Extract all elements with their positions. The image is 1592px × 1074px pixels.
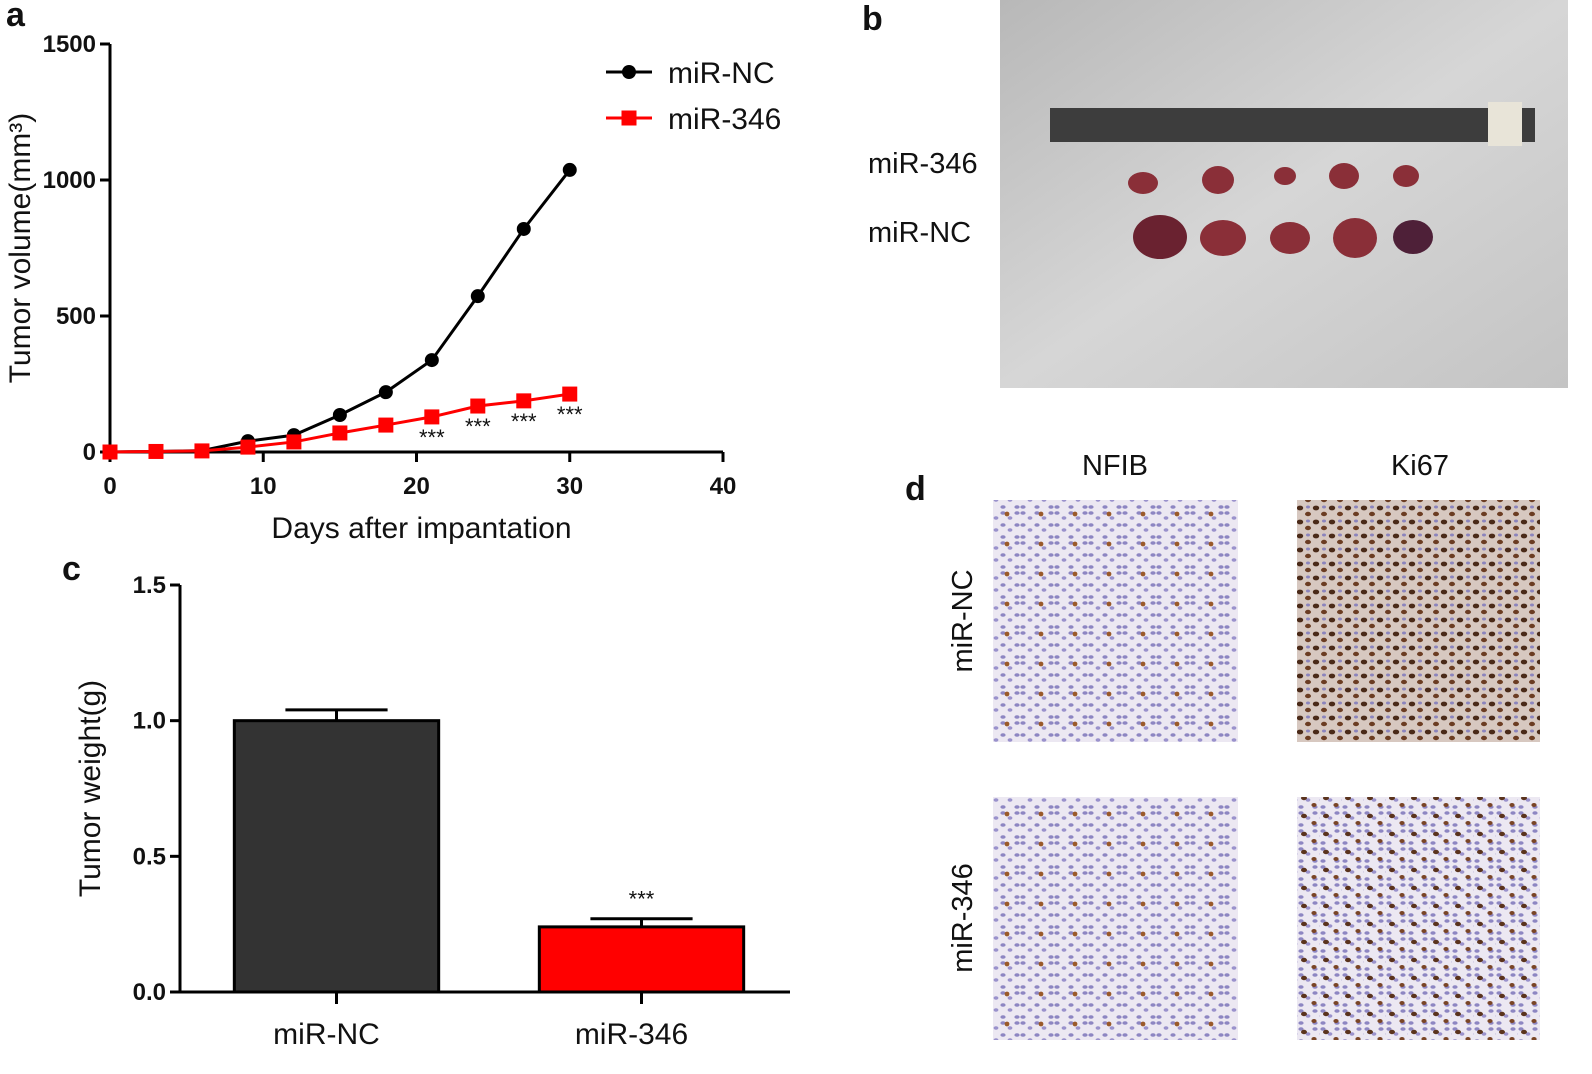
content: a b c d miR-346 miR-NC NFIB Ki67 miR-NC … (6, 0, 1568, 1040)
marker (562, 162, 577, 177)
ihc-image (1297, 797, 1540, 1040)
ihc-image (993, 797, 1238, 1040)
y-tick-label: 1000 (43, 167, 96, 194)
marker (424, 353, 439, 368)
legend-label: miR-346 (668, 103, 781, 136)
y-tick-label: 0 (83, 439, 96, 466)
bar (232, 719, 441, 994)
y-tick-label: 1500 (43, 31, 96, 58)
row-label: miR-346 (947, 863, 979, 973)
marker (286, 434, 302, 450)
y-tick-label: 500 (56, 303, 96, 330)
y-tick-label: 1.5 (133, 572, 166, 599)
x-tick-label: miR-NC (273, 1018, 380, 1051)
tumor-photo (1000, 0, 1568, 388)
marker (194, 443, 210, 459)
x-tick-label: 40 (710, 473, 737, 500)
row-label: miR-NC (947, 569, 979, 672)
ihc-image (1297, 500, 1540, 742)
significance: *** (419, 425, 445, 450)
marker (378, 417, 394, 433)
marker (516, 393, 532, 409)
y-tick-label: 0.5 (133, 843, 166, 870)
y-axis-title: Tumor weight(g) (74, 680, 107, 897)
row-label: miR-NC (868, 217, 971, 249)
marker (240, 439, 256, 455)
bar (537, 925, 746, 994)
panel-label: c (62, 550, 81, 588)
x-tick-label: 30 (556, 473, 583, 500)
legend-label: miR-NC (668, 57, 775, 90)
marker (102, 444, 118, 460)
y-axis-title: Tumor volume(mm³) (4, 113, 37, 384)
marker (562, 386, 578, 402)
column-label: NFIB (1082, 450, 1148, 482)
significance: *** (465, 414, 491, 439)
marker (332, 408, 347, 423)
tumors (1128, 163, 1433, 259)
marker (516, 221, 531, 236)
column-label: Ki67 (1391, 450, 1449, 482)
x-tick-label: 20 (403, 473, 430, 500)
legend-marker (622, 65, 636, 79)
marker (148, 443, 164, 459)
significance: *** (557, 402, 583, 427)
photo-background (1000, 0, 1568, 388)
panel-label: a (6, 0, 26, 34)
marker (470, 398, 486, 414)
marker (378, 385, 393, 400)
row-label: miR-346 (868, 148, 978, 180)
panel-label: d (905, 470, 926, 508)
x-tick-label: 10 (250, 473, 277, 500)
ihc-image (993, 500, 1238, 742)
ruler (1050, 108, 1535, 142)
marker (332, 425, 348, 441)
significance: *** (629, 887, 655, 912)
x-axis-title: Days after impantation (271, 512, 571, 545)
ruler-tag (1488, 102, 1522, 146)
panel-label: b (862, 0, 883, 38)
significance: *** (511, 409, 537, 434)
y-tick-label: 1.0 (133, 708, 166, 735)
legend-marker (621, 110, 637, 126)
x-tick-label: miR-346 (575, 1018, 688, 1051)
y-tick-label: 0.0 (133, 979, 166, 1006)
marker (424, 409, 440, 425)
marker (470, 289, 485, 304)
series-line (109, 392, 570, 454)
x-tick-label: 0 (103, 473, 116, 500)
